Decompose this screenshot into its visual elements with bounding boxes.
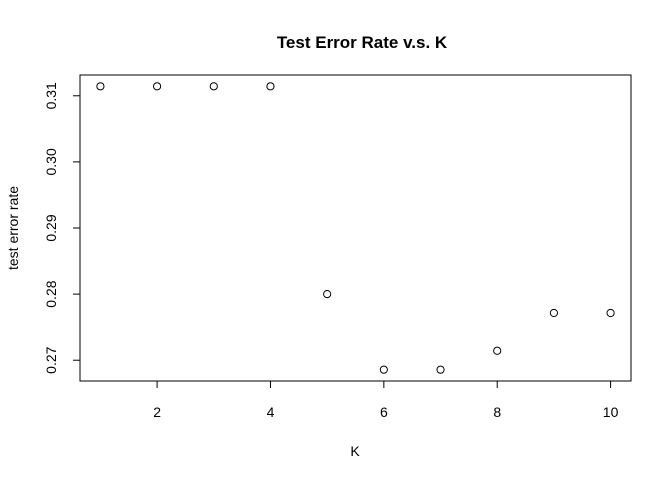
data-point [96,82,105,91]
y-tick-label: 0.28 [43,280,59,307]
y-tick-label: 0.27 [43,346,59,373]
y-tick-label: 0.30 [43,148,59,175]
x-tick-label: 4 [267,404,275,420]
x-axis-label: K [350,443,360,459]
data-point [549,308,559,318]
x-axis: 2 4 6 8 10 [153,380,619,420]
data-point [436,365,445,374]
data-point [606,308,615,318]
data-point [493,346,502,355]
data-point [209,82,218,91]
data-point [323,290,332,299]
chart-title: Test Error Rate v.s. K [277,33,448,52]
x-tick-label: 10 [603,404,619,420]
data-point [266,82,275,91]
y-axis-label: test error rate [5,186,21,270]
x-tick-label: 2 [153,404,161,420]
y-tick-label: 0.31 [43,82,59,109]
x-tick-label: 6 [380,404,388,420]
y-axis: 0.27 0.28 0.29 0.30 0.31 [43,82,81,374]
data-point [152,82,162,91]
plot-frame [79,74,632,382]
data-point [379,365,388,374]
y-tick-label: 0.29 [43,214,59,241]
x-tick-label: 8 [493,404,501,420]
data-points [96,82,615,374]
